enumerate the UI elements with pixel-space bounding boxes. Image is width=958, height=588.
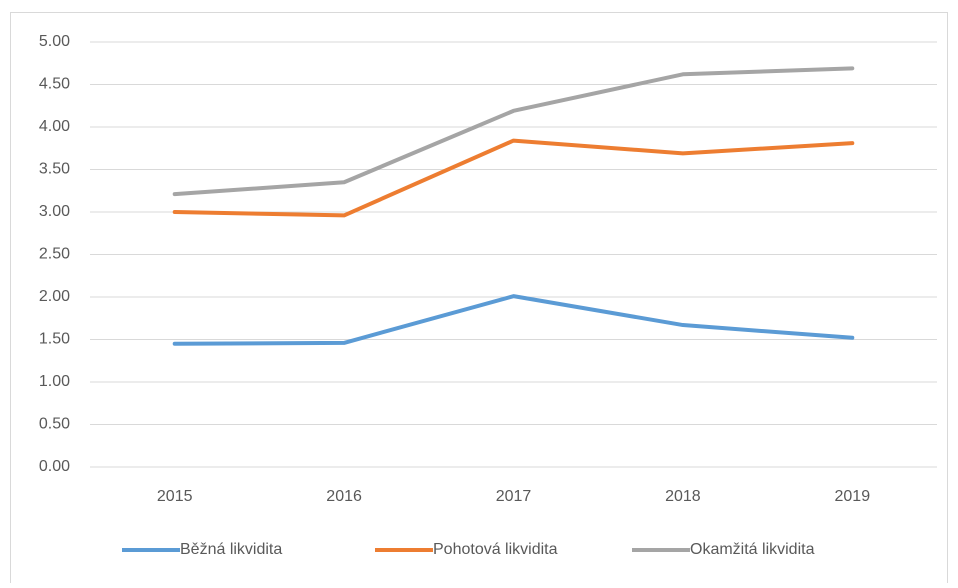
legend-label: Běžná likvidita: [180, 541, 282, 558]
series-line: [172, 138, 855, 218]
legend-label: Okamžitá likvidita: [690, 541, 815, 558]
y-tick-label: 3.00: [39, 203, 70, 220]
x-tick-label: 2017: [496, 488, 532, 505]
y-tick-label: 2.50: [39, 246, 70, 263]
x-tick-label: 2019: [835, 488, 871, 505]
y-tick-label: 3.50: [39, 161, 70, 178]
legend-label: Pohotová likvidita: [433, 541, 558, 558]
x-tick-label: 2016: [326, 488, 362, 505]
y-tick-label: 0.50: [39, 416, 70, 433]
x-tick-label: 2018: [665, 488, 701, 505]
y-tick-label: 0.00: [39, 458, 70, 475]
y-tick-label: 1.50: [39, 331, 70, 348]
y-tick-label: 2.00: [39, 288, 70, 305]
series-line: [172, 66, 855, 197]
y-tick-label: 1.00: [39, 373, 70, 390]
y-tick-label: 5.00: [39, 33, 70, 50]
chart-frame: [10, 12, 948, 588]
y-tick-label: 4.50: [39, 76, 70, 93]
series-line: [172, 294, 855, 346]
x-tick-label: 2015: [157, 488, 193, 505]
y-tick-label: 4.00: [39, 118, 70, 135]
